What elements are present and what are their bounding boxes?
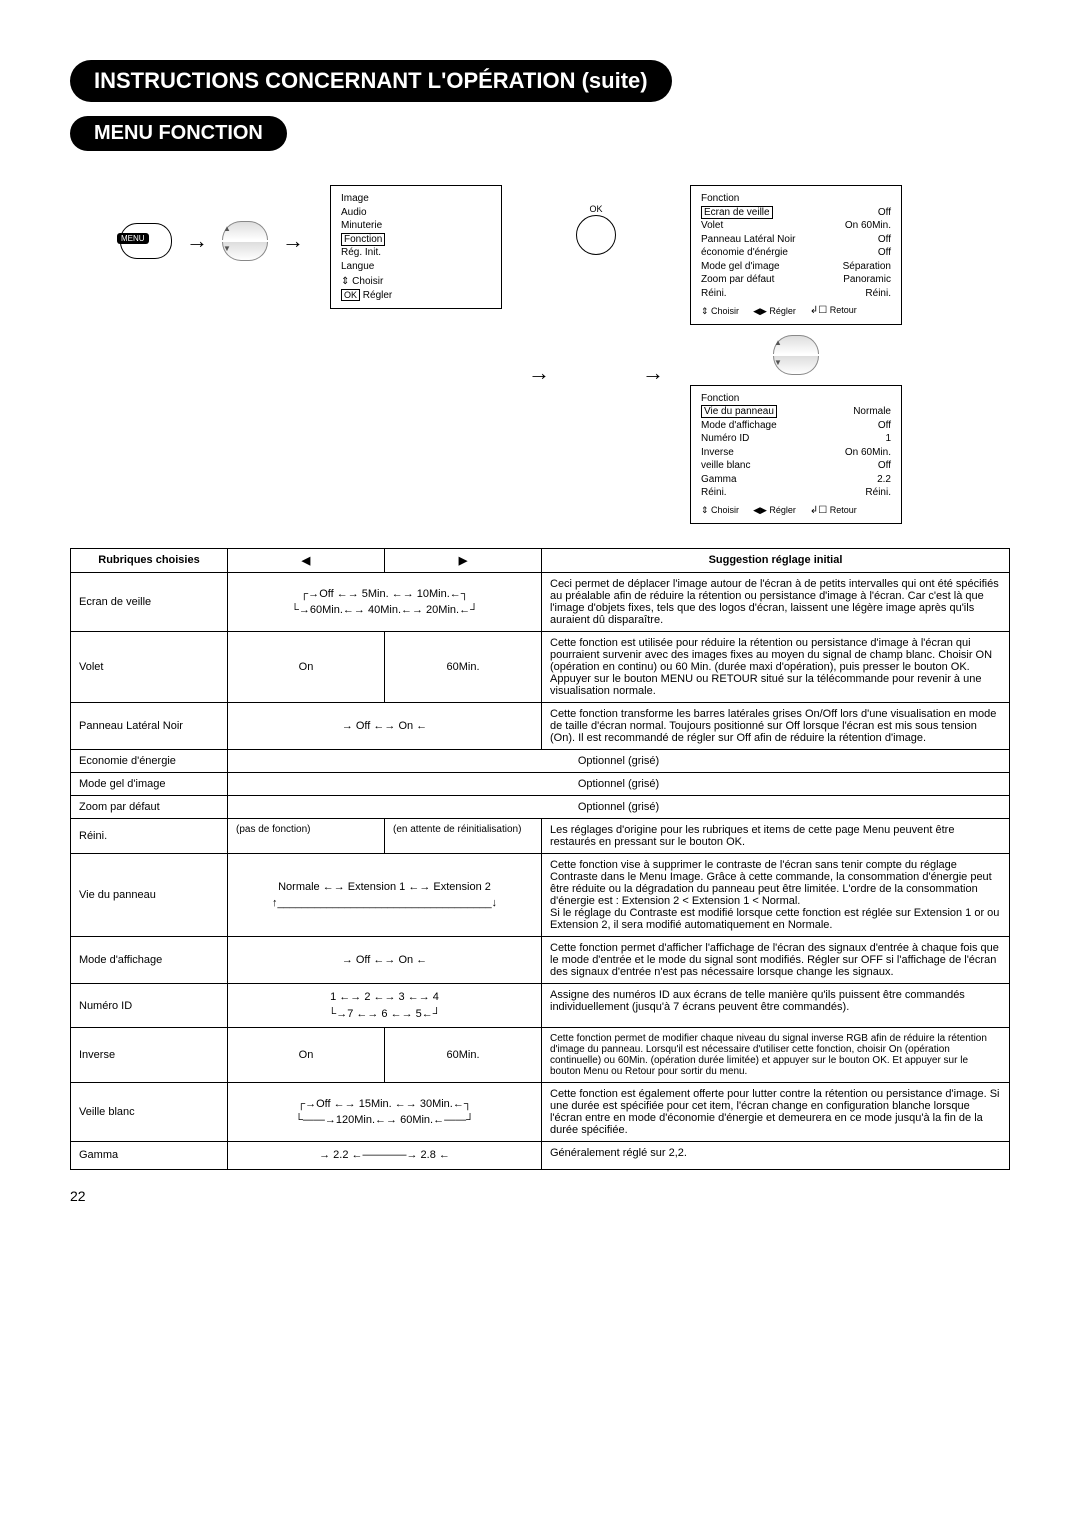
osd-regler: Régler <box>363 290 392 301</box>
menu-button: MENU <box>120 223 172 259</box>
row-label: Panneau Latéral Noir <box>71 703 228 750</box>
ok-button: OK <box>576 215 616 255</box>
osd-main-box: Image Audio Minuterie Fonction Rég. Init… <box>330 185 502 309</box>
osd-item-selected: Fonction <box>341 233 385 246</box>
cycle-diagram: Normale ←→ Extension 1 ←→ Extension 2 ↑_… <box>236 879 533 912</box>
row-label: Numéro ID <box>71 984 228 1028</box>
row-desc: Les réglages d'origine pour les rubrique… <box>542 819 1010 854</box>
table-row: Economie d'énergie Optionnel (grisé) <box>71 750 1010 773</box>
cycle-diagram: → 2.2 ←————→ 2.8 ← <box>236 1147 533 1164</box>
title-sub: MENU FONCTION <box>70 116 287 151</box>
th-suggestion: Suggestion réglage initial <box>542 549 1010 573</box>
th-right: ▶ <box>385 549 542 573</box>
th-left: ◀ <box>228 549 385 573</box>
osd-item: Rég. Init. <box>341 246 491 260</box>
table-row: Ecran de veille ┌→Off ←→ 5Min. ←→ 10Min.… <box>71 573 1010 632</box>
row-label: Réini. <box>71 819 228 854</box>
row-desc: Cette fonction transforme les barres lat… <box>542 703 1010 750</box>
menu-label: MENU <box>117 233 149 244</box>
osd-choose: Choisir <box>352 276 383 287</box>
row-label: Mode gel d'image <box>71 773 228 796</box>
row-label: Zoom par défaut <box>71 796 228 819</box>
row-opt: On <box>228 632 385 703</box>
ok-text: OK <box>589 204 602 214</box>
row-label: Economie d'énergie <box>71 750 228 773</box>
table-row: Volet On 60Min. Cette fonction est utili… <box>71 632 1010 703</box>
cycle-diagram: 1 ←→ 2 ←→ 3 ←→ 4 └→7 ←→ 6 ←→ 5←┘ <box>236 989 533 1022</box>
osd-item: Langue <box>341 260 491 274</box>
arrow-icon: → <box>642 324 664 386</box>
row-desc: Cette fonction est également offerte pou… <box>542 1083 1010 1142</box>
row-desc: Cette fonction est utilisée pour réduire… <box>542 632 1010 703</box>
title-main: INSTRUCTIONS CONCERNANT L'OPÉRATION (sui… <box>70 60 672 102</box>
cycle-diagram: ┌→Off ←→ 5Min. ←→ 10Min.←┐ └→60Min.←→ 40… <box>236 586 533 619</box>
table-row: Vie du panneau Normale ←→ Extension 1 ←→… <box>71 854 1010 937</box>
cycle-diagram: → Off ←→ On ← <box>236 718 533 735</box>
table-row: Inverse On 60Min. Cette fonction permet … <box>71 1028 1010 1083</box>
row-label: Ecran de veille <box>71 573 228 632</box>
row-label: Inverse <box>71 1028 228 1083</box>
row-desc: Cette fonction permet de modifier chaque… <box>542 1028 1010 1083</box>
cycle-diagram: ┌→Off ←→ 15Min. ←→ 30Min.←┐ └——→120Min.←… <box>236 1096 533 1129</box>
osd-fonction-1: FonctionEcran de veilleOffVoletOn 60Min.… <box>690 185 902 325</box>
table-row: Réini. (pas de fonction) (en attente de … <box>71 819 1010 854</box>
cycle-diagram: → Off ←→ On ← <box>236 952 533 969</box>
table-row: Veille blanc ┌→Off ←→ 15Min. ←→ 30Min.←┐… <box>71 1083 1010 1142</box>
updown-control <box>222 221 268 261</box>
row-label: Gamma <box>71 1142 228 1170</box>
row-desc: Cette fonction vise à supprimer le contr… <box>542 854 1010 937</box>
row-desc: Assigne des numéros ID aux écrans de tel… <box>542 984 1010 1028</box>
row-desc: Généralement réglé sur 2,2. <box>542 1142 1010 1170</box>
arrow-icon: → <box>282 228 304 254</box>
row-label: Mode d'affichage <box>71 937 228 984</box>
row-opt: (pas de fonction) <box>228 819 385 854</box>
table-row: Numéro ID 1 ←→ 2 ←→ 3 ←→ 4 └→7 ←→ 6 ←→ 5… <box>71 984 1010 1028</box>
row-label: Vie du panneau <box>71 854 228 937</box>
row-opt: 60Min. <box>385 632 542 703</box>
arrow-icon: → <box>528 324 550 386</box>
row-label: Volet <box>71 632 228 703</box>
osd-fonction-2: FonctionVie du panneauNormaleMode d'affi… <box>690 385 902 525</box>
row-desc: Optionnel (grisé) <box>228 796 1010 819</box>
row-desc: Optionnel (grisé) <box>228 750 1010 773</box>
osd-item: Audio <box>341 206 491 220</box>
osd-item: Minuterie <box>341 219 491 233</box>
updown-control <box>773 335 819 375</box>
ok-label: OK <box>341 289 360 301</box>
row-opt: 60Min. <box>385 1028 542 1083</box>
row-label: Veille blanc <box>71 1083 228 1142</box>
settings-table: Rubriques choisies ◀ ▶ Suggestion réglag… <box>70 548 1010 1170</box>
row-desc: Cette fonction permet d'afficher l'affic… <box>542 937 1010 984</box>
table-row: Mode d'affichage → Off ←→ On ← Cette fon… <box>71 937 1010 984</box>
table-row: Mode gel d'image Optionnel (grisé) <box>71 773 1010 796</box>
table-row: Panneau Latéral Noir → Off ←→ On ← Cette… <box>71 703 1010 750</box>
row-opt: (en attente de réinitialisation) <box>385 819 542 854</box>
row-desc: Ceci permet de déplacer l'image autour d… <box>542 573 1010 632</box>
page-number: 22 <box>70 1188 1010 1204</box>
arrow-icon: → <box>186 228 208 254</box>
table-row: Zoom par défaut Optionnel (grisé) <box>71 796 1010 819</box>
osd-flow: MENU → → Image Audio Minuterie Fonction … <box>120 185 1010 524</box>
table-row: Gamma → 2.2 ←————→ 2.8 ← Généralement ré… <box>71 1142 1010 1170</box>
osd-item: Image <box>341 192 491 206</box>
th-rubriques: Rubriques choisies <box>71 549 228 573</box>
row-opt: On <box>228 1028 385 1083</box>
row-desc: Optionnel (grisé) <box>228 773 1010 796</box>
